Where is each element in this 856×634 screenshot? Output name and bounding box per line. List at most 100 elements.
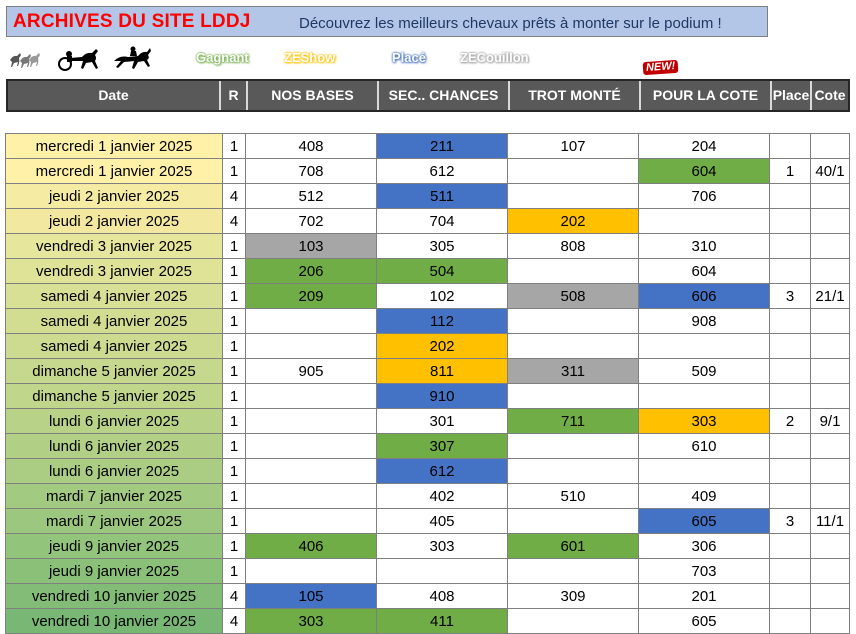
pour-la-cote-cell: 908 xyxy=(638,308,770,334)
nos-bases-cell: 408 xyxy=(245,133,377,159)
sec-chances-cell: 411 xyxy=(376,608,508,634)
trot-monte-cell: 309 xyxy=(507,583,639,609)
date-cell: mardi 7 janvier 2025 xyxy=(5,508,223,534)
pour-la-cote-cell: 509 xyxy=(638,358,770,384)
place-cell xyxy=(769,483,811,509)
column-header-pour-la-cote: POUR LA COTE xyxy=(641,81,772,110)
date-cell: vendredi 3 janvier 2025 xyxy=(5,258,223,284)
pour-la-cote-cell: 605 xyxy=(638,608,770,634)
site-tagline: Découvrez les meilleurs chevaux prêts à … xyxy=(299,15,722,32)
table-row: samedi 4 janvier 2025 1 112 908 xyxy=(5,308,850,334)
table-body: mercredi 1 janvier 2025 1 408 211 107 204 merc… xyxy=(5,133,850,634)
date-cell: lundi 6 janvier 2025 xyxy=(5,408,223,434)
cote-cell xyxy=(810,133,850,159)
pour-la-cote-cell: 606 xyxy=(638,283,770,309)
date-cell: jeudi 2 janvier 2025 xyxy=(5,183,223,209)
place-cell xyxy=(769,233,811,259)
r-cell: 4 xyxy=(222,183,246,209)
table-row: mercredi 1 janvier 2025 1 708 612 604 1 40/1 xyxy=(5,158,850,184)
date-cell: jeudi 9 janvier 2025 xyxy=(5,533,223,559)
sec-chances-cell: 704 xyxy=(376,208,508,234)
column-header-sec-chances: SEC.. CHANCES xyxy=(379,81,510,110)
pour-la-cote-cell: 303 xyxy=(638,408,770,434)
nos-bases-cell: 303 xyxy=(245,608,377,634)
date-cell: jeudi 9 janvier 2025 xyxy=(5,558,223,584)
nos-bases-cell: 105 xyxy=(245,583,377,609)
horse-group-icon xyxy=(8,46,42,75)
nos-bases-cell: 406 xyxy=(245,533,377,559)
table-row: samedi 4 janvier 2025 1 202 xyxy=(5,333,850,359)
table-row: jeudi 2 janvier 2025 4 702 704 202 xyxy=(5,208,850,234)
place-cell xyxy=(769,258,811,284)
sec-chances-cell: 305 xyxy=(376,233,508,259)
cote-cell xyxy=(810,308,850,334)
trot-monte-cell xyxy=(507,258,639,284)
place-cell xyxy=(769,133,811,159)
pour-la-cote-cell: 310 xyxy=(638,233,770,259)
archives-table: mercredi 1 janvier 2025 1 408 211 107 204 merc… xyxy=(5,133,850,634)
cote-cell xyxy=(810,558,850,584)
trot-monte-cell xyxy=(507,508,639,534)
r-cell: 4 xyxy=(222,208,246,234)
r-cell: 1 xyxy=(222,308,246,334)
trot-monte-cell: 202 xyxy=(507,208,639,234)
jockey-horse-icon xyxy=(112,46,152,77)
nos-bases-cell xyxy=(245,408,377,434)
r-cell: 1 xyxy=(222,333,246,359)
place-cell xyxy=(769,383,811,409)
trot-monte-cell xyxy=(507,158,639,184)
r-cell: 1 xyxy=(222,483,246,509)
date-cell: lundi 6 janvier 2025 xyxy=(5,458,223,484)
pour-la-cote-cell: 201 xyxy=(638,583,770,609)
date-cell: dimanche 5 janvier 2025 xyxy=(5,383,223,409)
sec-chances-cell: 303 xyxy=(376,533,508,559)
date-cell: vendredi 10 janvier 2025 xyxy=(5,608,223,634)
sec-chances-cell: 102 xyxy=(376,283,508,309)
cote-cell xyxy=(810,358,850,384)
nos-bases-cell xyxy=(245,558,377,584)
cote-cell xyxy=(810,433,850,459)
cote-cell xyxy=(810,333,850,359)
table-row: lundi 6 janvier 2025 1 301 711 303 2 9/1 xyxy=(5,408,850,434)
trot-monte-cell: 711 xyxy=(507,408,639,434)
pour-la-cote-cell: 610 xyxy=(638,433,770,459)
table-row: jeudi 9 janvier 2025 1 406 303 601 306 xyxy=(5,533,850,559)
sulky-horse-icon xyxy=(56,46,102,77)
sec-chances-cell: 811 xyxy=(376,358,508,384)
r-cell: 4 xyxy=(222,608,246,634)
legend-gagnant: Gagnant xyxy=(196,50,249,65)
legend-zecouillon: ZECouillon xyxy=(460,50,529,65)
column-header-r: R xyxy=(221,81,248,110)
nos-bases-cell xyxy=(245,508,377,534)
trot-monte-cell xyxy=(507,433,639,459)
trot-monte-cell xyxy=(507,608,639,634)
nos-bases-cell: 209 xyxy=(245,283,377,309)
trot-monte-cell: 510 xyxy=(507,483,639,509)
nos-bases-cell: 702 xyxy=(245,208,377,234)
pour-la-cote-cell: 706 xyxy=(638,183,770,209)
cote-cell xyxy=(810,608,850,634)
table-row: dimanche 5 janvier 2025 1 910 xyxy=(5,383,850,409)
sec-chances-cell: 405 xyxy=(376,508,508,534)
r-cell: 4 xyxy=(222,583,246,609)
trot-monte-cell xyxy=(507,558,639,584)
sec-chances-cell: 112 xyxy=(376,308,508,334)
sec-chances-cell: 402 xyxy=(376,483,508,509)
trot-monte-cell xyxy=(507,333,639,359)
r-cell: 1 xyxy=(222,458,246,484)
date-cell: samedi 4 janvier 2025 xyxy=(5,308,223,334)
sec-chances-cell: 612 xyxy=(376,158,508,184)
place-cell xyxy=(769,183,811,209)
new-badge: NEW! xyxy=(642,59,679,76)
date-cell: vendredi 10 janvier 2025 xyxy=(5,583,223,609)
cote-cell xyxy=(810,383,850,409)
column-header-trot-monte: TROT MONTÉ xyxy=(510,81,641,110)
table-row: lundi 6 janvier 2025 1 307 610 xyxy=(5,433,850,459)
r-cell: 1 xyxy=(222,558,246,584)
table-row: lundi 6 janvier 2025 1 612 xyxy=(5,458,850,484)
sec-chances-cell: 910 xyxy=(376,383,508,409)
table-row: jeudi 2 janvier 2025 4 512 511 706 xyxy=(5,183,850,209)
trot-monte-cell: 601 xyxy=(507,533,639,559)
r-cell: 1 xyxy=(222,508,246,534)
r-cell: 1 xyxy=(222,533,246,559)
